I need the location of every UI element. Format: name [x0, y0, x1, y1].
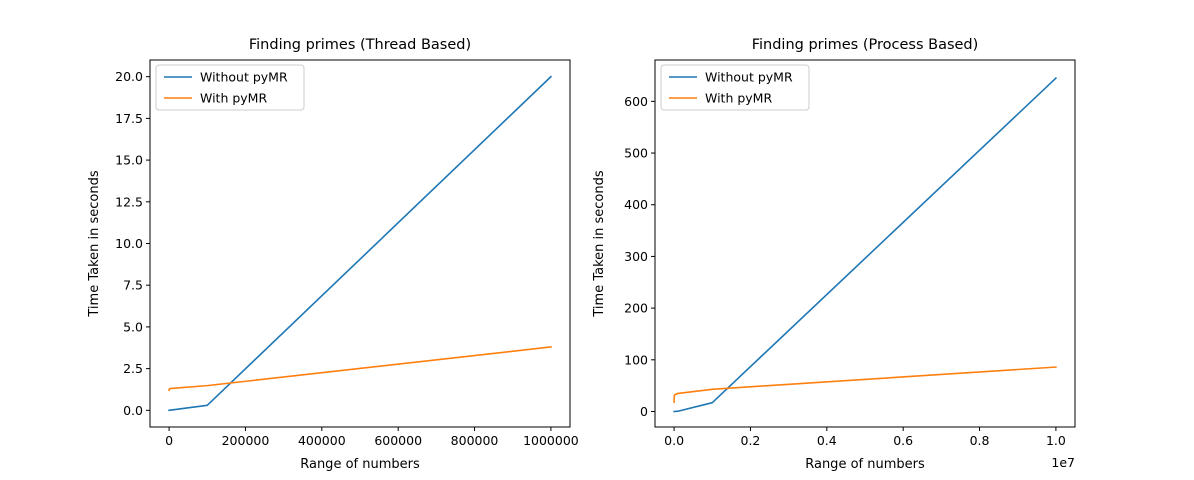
series-line-without-pymr [673, 76, 1058, 413]
legend: Without pyMR With pyMR [660, 64, 810, 111]
y-tick-label: 400 [624, 197, 648, 212]
x-tick-label: 200000 [222, 433, 270, 448]
y-axis-label: Time Taken in seconds [87, 170, 102, 317]
y-tick-label: 10.0 [115, 236, 143, 251]
y-axis-label: Time Taken in seconds [592, 170, 607, 317]
y-tick-label: 20.0 [115, 69, 143, 84]
y-tick-label: 200 [624, 301, 648, 316]
x-tick-label: 0.2 [741, 433, 761, 448]
y-tick-label: 12.5 [115, 194, 143, 209]
legend-label: With pyMR [200, 91, 267, 106]
y-tick-label: 17.5 [115, 111, 143, 126]
x-axis-offset-label: 1e7 [1051, 455, 1075, 470]
y-tick-label: 5.0 [123, 319, 143, 334]
x-tick-label: 0.4 [817, 433, 837, 448]
y-tick-label: 15.0 [115, 153, 143, 168]
x-tick-label: 0.0 [664, 433, 684, 448]
y-tick-label: 500 [624, 146, 648, 161]
x-tick-label: 1000000 [523, 433, 579, 448]
chart-title: Finding primes (Thread Based) [249, 37, 471, 53]
x-tick-label: 400000 [298, 433, 346, 448]
x-tick-label: 0.8 [970, 433, 990, 448]
legend-label: With pyMR [705, 91, 772, 106]
y-tick-label: 2.5 [123, 361, 143, 376]
series-line-with-pymr [168, 346, 552, 392]
y-tick-label: 300 [624, 249, 648, 264]
series-line-without-pymr [168, 75, 553, 412]
x-tick-label: 0 [165, 433, 173, 448]
x-axis-label: Range of numbers [300, 457, 420, 472]
x-tick-label: 800000 [451, 433, 499, 448]
legend: Without pyMR With pyMR [155, 64, 305, 111]
x-tick-label: 1.0 [1046, 433, 1066, 448]
y-tick-label: 100 [624, 352, 648, 367]
y-tick-label: 7.5 [123, 278, 143, 293]
chart-panel-1: 0 200000 400000 600000 800000 1000000 0.0 2.5 5.… [87, 37, 579, 472]
plot-frame [149, 59, 571, 428]
legend-box [660, 64, 810, 111]
y-tick-label: 0 [640, 404, 648, 419]
series-line-with-pymr [673, 366, 1057, 403]
legend-label: Without pyMR [705, 70, 793, 85]
x-axis-label: Range of numbers [805, 457, 925, 472]
x-tick-label: 0.6 [893, 433, 913, 448]
chart-panel-2: 0.0 0.2 0.4 0.6 0.8 1.0 0 100 200 300 400 500 600 1e7… [592, 37, 1076, 472]
chart-title: Finding primes (Process Based) [752, 37, 979, 53]
legend-label: Without pyMR [200, 70, 288, 85]
x-tick-label: 600000 [374, 433, 422, 448]
y-tick-label: 0.0 [123, 403, 143, 418]
plot-frame [654, 59, 1076, 428]
legend-box [155, 64, 305, 111]
y-tick-label: 600 [624, 94, 648, 109]
